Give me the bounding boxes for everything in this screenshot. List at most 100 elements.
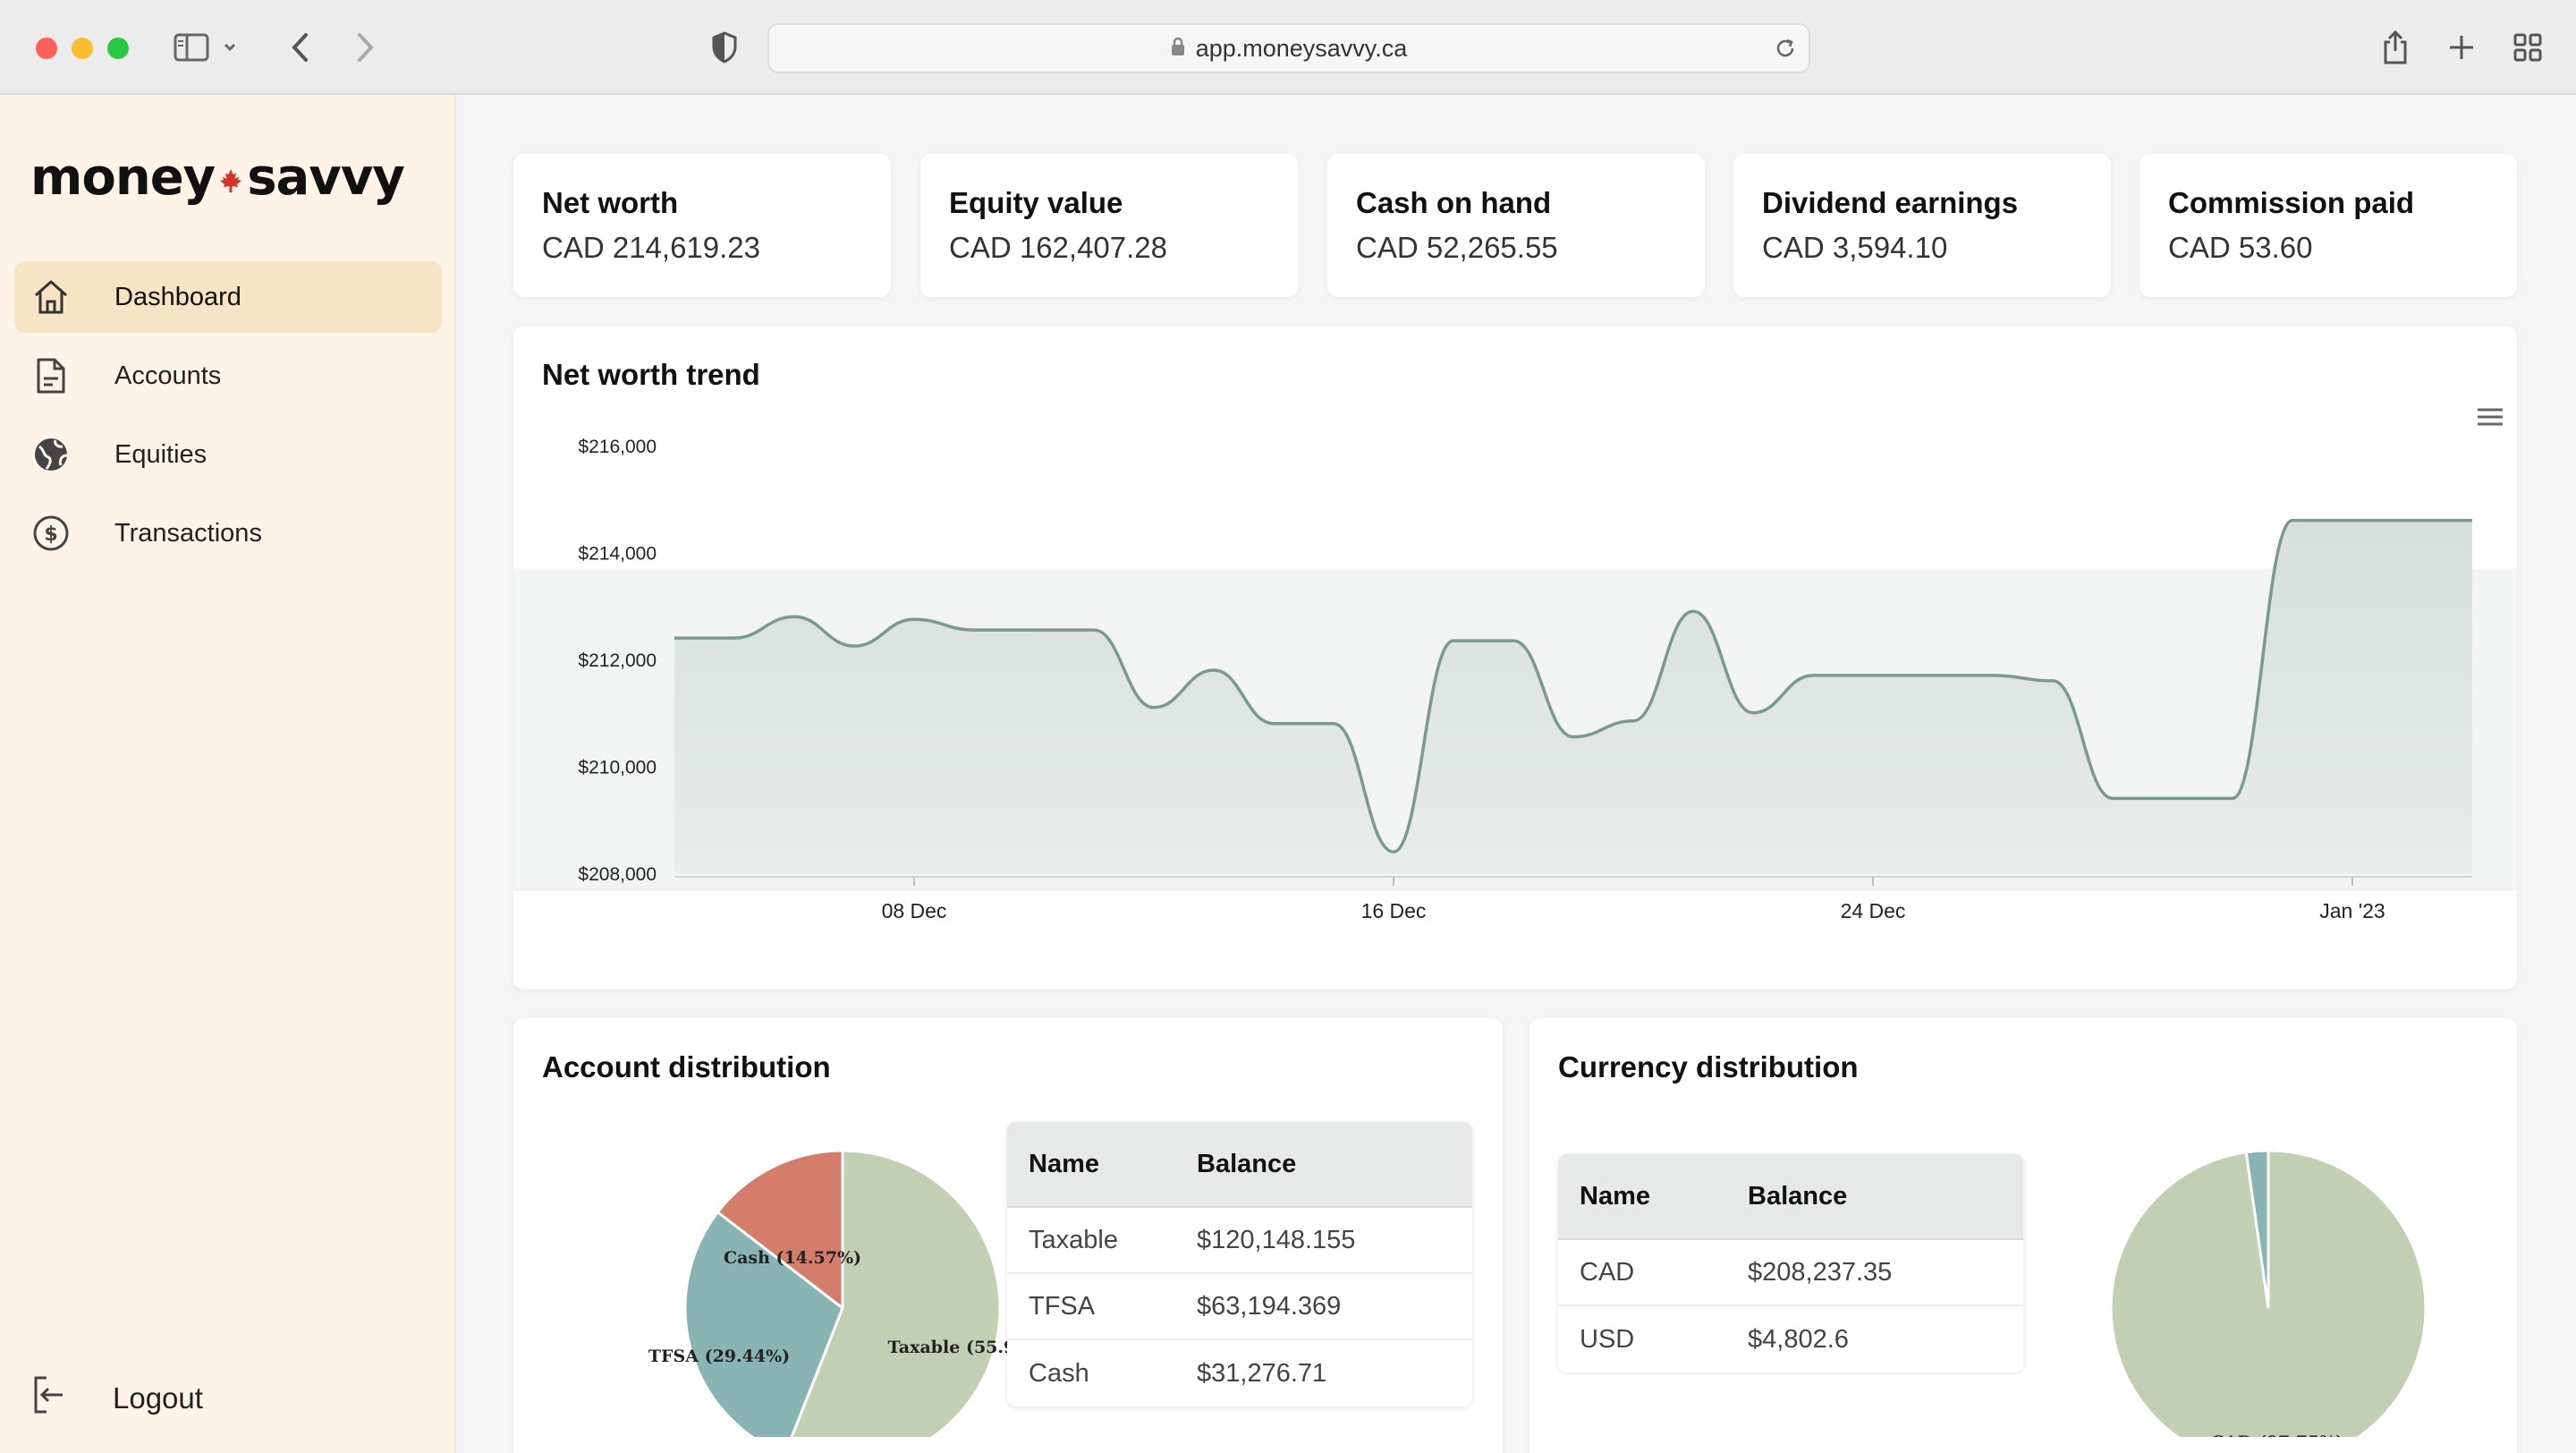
back-icon[interactable] — [286, 27, 315, 68]
table-row[interactable]: CAD $208,237.35 — [1558, 1240, 2023, 1306]
row-balance: $63,194.369 — [1197, 1291, 1342, 1321]
trend-title: Net worth trend — [542, 358, 760, 391]
maple-leaf-icon — [218, 149, 243, 207]
pie-slice — [716, 1149, 844, 1312]
trend-line — [674, 518, 2472, 854]
stat-card-cash-on-hand: Cash on hand CAD 52,265.55 — [1327, 154, 1705, 297]
new-tab-icon[interactable] — [2445, 27, 2478, 68]
logout-icon — [30, 1374, 66, 1423]
row-balance: $31,276.71 — [1197, 1358, 1327, 1388]
account-distribution-pie: Taxable (55.98%) TFSA (29.44%) Cash (14.57… — [648, 1149, 1032, 1437]
table-header: Name Balance — [1007, 1122, 1472, 1208]
stat-value: CAD 53.60 — [2168, 231, 2313, 264]
logo-text-right: savvy — [247, 149, 405, 207]
row-name: CAD — [1580, 1257, 1635, 1287]
stat-value: CAD 162,407.28 — [949, 231, 1168, 264]
table-row[interactable]: TFSA $63,194.369 — [1007, 1274, 1472, 1340]
account-distribution-title: Account distribution — [542, 1050, 831, 1083]
x-tick-label: 08 Dec — [882, 899, 947, 922]
name-column-header: Name — [1580, 1181, 1650, 1211]
sidebar: money savvy Dashboard Accounts Equities … — [0, 95, 456, 1453]
account-distribution-table: Name Balance Taxable $120,148.155 TFSA $… — [1007, 1122, 1472, 1406]
table-row[interactable]: Taxable $120,148.155 — [1007, 1208, 1472, 1274]
stat-label: Commission paid — [2168, 186, 2415, 219]
logout-button[interactable]: Logout — [30, 1374, 203, 1423]
name-column-header: Name — [1029, 1149, 1099, 1178]
globe-icon — [30, 434, 72, 475]
currency-distribution-card: Currency distribution Name Balance CAD $… — [1530, 1018, 2517, 1453]
sidebar-item-label: Transactions — [114, 518, 262, 548]
sidebar-item-dashboard[interactable]: Dashboard — [14, 261, 442, 333]
pie-slice — [683, 1210, 844, 1437]
stat-card-net-worth: Net worth CAD 214,619.23 — [513, 154, 891, 297]
logo-text-left: money — [30, 149, 216, 207]
stat-card-equity-value: Equity value CAD 162,407.28 — [920, 154, 1298, 297]
pie-slice — [2244, 1149, 2270, 1309]
sidebar-toggle-icon[interactable] — [174, 27, 238, 68]
trend-area — [674, 520, 2472, 873]
y-tick-label: $212,000 — [578, 650, 657, 671]
browser-toolbar: app.moneysavvy.ca — [0, 0, 2576, 95]
x-tick-label: 16 Dec — [1361, 899, 1427, 922]
x-tick-label: 24 Dec — [1841, 899, 1906, 922]
currency-distribution-title: Currency distribution — [1558, 1050, 1859, 1083]
stat-label: Dividend earnings — [1762, 186, 2019, 219]
close-window-button[interactable] — [36, 38, 57, 59]
sidebar-item-transactions[interactable]: $ Transactions — [14, 497, 442, 569]
lock-icon — [1171, 35, 1185, 63]
url-text: app.moneysavvy.ca — [1195, 34, 1408, 62]
sidebar-item-label: Accounts — [114, 361, 222, 390]
row-name: Cash — [1029, 1358, 1089, 1388]
balance-column-header: Balance — [1748, 1181, 1848, 1211]
stat-label: Net worth — [542, 186, 679, 219]
x-tick-label: Jan '23 — [2319, 899, 2385, 922]
stat-value: CAD 52,265.55 — [1356, 231, 1558, 264]
sidebar-item-equities[interactable]: Equities — [14, 419, 442, 490]
table-row[interactable]: Cash $31,276.71 — [1007, 1340, 1472, 1406]
share-icon[interactable] — [2379, 27, 2411, 68]
brand-logo[interactable]: money savvy — [30, 149, 405, 207]
y-tick-label: $216,000 — [578, 437, 657, 457]
document-icon — [30, 355, 72, 396]
table-header: Name Balance — [1558, 1154, 2023, 1240]
currency-distribution-pie: CAD (97.75%) — [2109, 1149, 2428, 1437]
stat-value: CAD 214,619.23 — [542, 231, 761, 264]
stat-label: Cash on hand — [1356, 186, 1552, 219]
sidebar-item-label: Dashboard — [114, 282, 242, 311]
pie-data-label: Taxable (55.98%) — [887, 1338, 1032, 1357]
table-row[interactable]: USD $4,802.6 — [1558, 1306, 2023, 1372]
balance-column-header: Balance — [1197, 1149, 1297, 1178]
dollar-circle-icon: $ — [30, 513, 72, 554]
row-name: Taxable — [1029, 1225, 1118, 1254]
zoom-window-button[interactable] — [107, 38, 129, 59]
reload-icon[interactable] — [1773, 36, 1798, 67]
currency-distribution-table: Name Balance CAD $208,237.35 USD $4,802.… — [1558, 1154, 2023, 1372]
row-balance: $208,237.35 — [1748, 1257, 1893, 1287]
row-name: TFSA — [1029, 1291, 1096, 1321]
sidebar-item-accounts[interactable]: Accounts — [14, 340, 442, 412]
y-tick-label: $210,000 — [578, 758, 657, 778]
address-bar[interactable]: app.moneysavvy.ca — [767, 23, 1810, 73]
tab-overview-icon[interactable] — [2512, 27, 2544, 68]
stat-card-commission-paid: Commission paid CAD 53.60 — [2140, 154, 2517, 297]
sidebar-item-label: Equities — [114, 439, 208, 469]
pie-data-label: TFSA (29.44%) — [648, 1347, 790, 1366]
row-name: USD — [1580, 1324, 1635, 1354]
logout-label: Logout — [113, 1381, 203, 1415]
net-worth-trend-card: $208,000 $210,000 $212,000 $214,000 $216,000… — [513, 326, 2517, 990]
stat-card-dividend-earnings: Dividend earnings CAD 3,594.10 — [1733, 154, 2111, 297]
net-worth-trend-chart: $208,000 $210,000 $212,000 $214,000 $216,000… — [513, 437, 2517, 922]
privacy-shield-icon[interactable] — [708, 27, 741, 68]
stat-label: Equity value — [949, 186, 1123, 219]
pie-data-label: Cash (14.57%) — [724, 1248, 861, 1268]
home-icon — [30, 276, 72, 318]
y-tick-label: $214,000 — [578, 544, 657, 565]
forward-icon[interactable] — [351, 27, 379, 68]
account-distribution-card: Account distribution Taxable (55.98%)TFS… — [513, 1018, 1503, 1453]
row-balance: $4,802.6 — [1748, 1324, 1849, 1354]
row-balance: $120,148.155 — [1197, 1225, 1356, 1254]
pie-data-label: CAD (97.75%) — [2211, 1432, 2343, 1437]
y-tick-label: $208,000 — [578, 864, 657, 885]
svg-text:$: $ — [44, 523, 57, 546]
minimize-window-button[interactable] — [72, 38, 93, 59]
